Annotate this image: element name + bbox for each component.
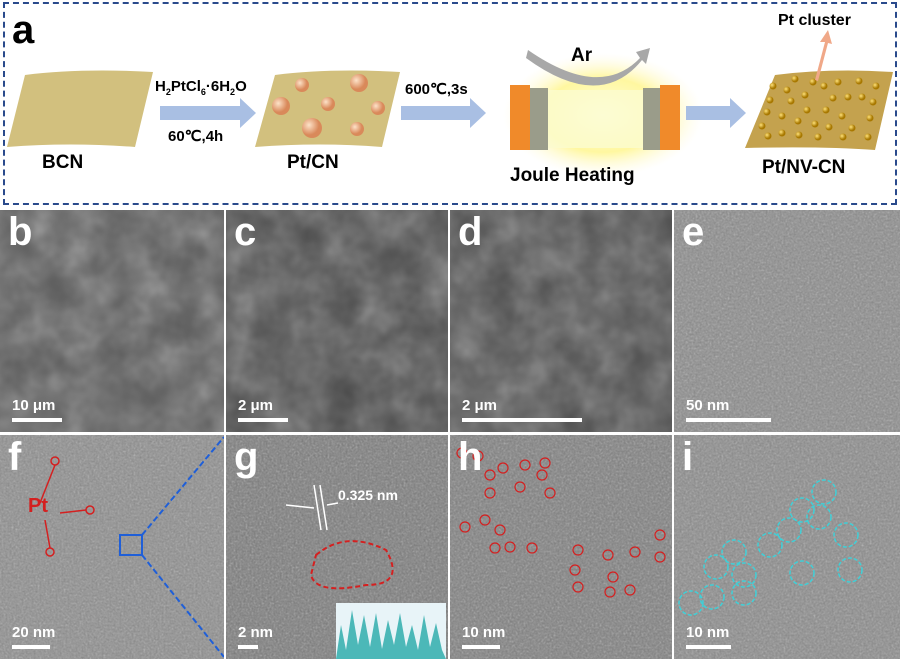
scale-bar <box>462 645 500 649</box>
scale-bar-label: 10 nm <box>462 624 506 641</box>
label-joule-heating: Joule Heating <box>510 165 635 186</box>
panel-label-g: g <box>234 435 259 479</box>
scale-bar <box>686 418 771 422</box>
label-ptcn: Pt/CN <box>287 152 339 173</box>
scale-bar-label: 20 nm <box>12 624 56 641</box>
pt-clusters <box>758 75 880 141</box>
scale-bar-label: 10 μm <box>12 397 56 414</box>
label-pt-cluster: Pt cluster <box>778 12 851 29</box>
ar-flow-arrow <box>526 48 650 86</box>
panel-label-b: b <box>8 210 33 254</box>
scale-bar <box>12 645 50 649</box>
scale-bar <box>462 418 582 422</box>
scale-bar-label: 10 nm <box>686 624 730 641</box>
scale-bar-label: 2 μm <box>238 397 274 414</box>
annotation-label: 0.325 nm <box>338 487 398 503</box>
panel-label-i: i <box>682 435 694 479</box>
panel-label-a: a <box>12 8 35 52</box>
arrow-1 <box>160 98 256 128</box>
panel-label-d: d <box>458 210 483 254</box>
scale-bar-label: 2 μm <box>462 397 498 414</box>
label-ar: Ar <box>571 45 593 66</box>
panel-label-f: f <box>8 435 22 479</box>
scale-bar-label: 2 nm <box>238 624 274 641</box>
scale-bar <box>686 645 731 649</box>
arrow-2 <box>401 98 486 128</box>
schematic-graphics <box>7 30 893 177</box>
micrograph-panel-g: g 2 nm 0.325 nm <box>226 435 448 659</box>
scale-bar-label: 50 nm <box>686 397 730 414</box>
micrograph-panel-b: b 10 μm <box>0 210 224 432</box>
label-condition-1: 60℃,4h <box>168 128 224 145</box>
label-reagent: H2PtCl6·6H2O <box>155 78 247 97</box>
panel-label-c: c <box>234 210 257 254</box>
arrow-3 <box>686 98 746 128</box>
panel-label-h: h <box>458 435 483 479</box>
scale-bar <box>12 418 62 422</box>
label-condition-2: 600℃,3s <box>405 81 468 98</box>
label-bcn: BCN <box>42 152 84 173</box>
label-pt-nv-cn: Pt/NV-CN <box>762 157 846 178</box>
cluster-pointer-arrow <box>815 30 832 81</box>
scale-bar <box>238 418 288 422</box>
micrograph-panel-d: d 2 μm <box>450 210 672 432</box>
micrograph-panel-e: e 50 nm <box>674 210 900 432</box>
panel-label-e: e <box>682 210 705 254</box>
pt-particles <box>272 74 385 138</box>
micrograph-panel-h: h 10 nm <box>450 435 672 659</box>
scale-bar <box>238 645 258 649</box>
schematic-panel-a <box>3 2 897 205</box>
micrograph-panel-i: i 10 nm <box>674 435 900 659</box>
micrograph-panel-c: c 2 μm <box>226 210 448 432</box>
bcn-sheet <box>7 70 153 147</box>
annotation-label: Pt <box>28 495 48 517</box>
micrograph-panel-f: f 20 nm Pt <box>0 435 224 659</box>
